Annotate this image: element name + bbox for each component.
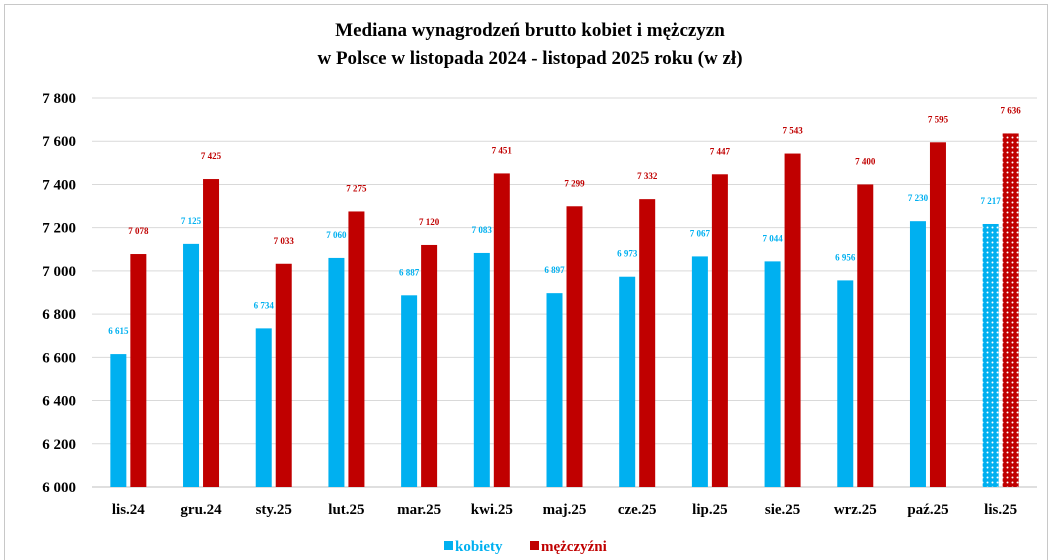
bar-kobiety-gru.24: [183, 243, 200, 487]
y-tick-label: 7 400: [42, 177, 76, 193]
bar-kobiety-sty.25: [255, 328, 272, 487]
data-label-kobiety: 6 615: [108, 326, 129, 336]
data-label-mezczyzni: 7 451: [492, 145, 513, 155]
x-category-label: wrz.25: [834, 502, 877, 518]
bar-mezczyzni-sie.25: [784, 153, 801, 487]
bar-kobiety-lis.25: [982, 223, 999, 487]
data-label-mezczyzni: 7 425: [201, 151, 222, 161]
data-label-mezczyzni: 7 078: [128, 226, 149, 236]
bar-kobiety-lip.25: [691, 256, 708, 487]
chart-title-line-2: w Polsce w listopada 2024 - listopad 202…: [317, 48, 742, 69]
data-label-mezczyzni: 7 299: [564, 178, 585, 188]
x-category-label: lut.25: [328, 502, 364, 518]
x-category-label: lis.25: [984, 502, 1017, 518]
data-label-kobiety: 7 230: [908, 193, 929, 203]
data-label-mezczyzni: 7 595: [928, 114, 949, 124]
data-label-mezczyzni: 7 636: [1001, 105, 1022, 115]
data-label-mezczyzni: 7 120: [419, 217, 440, 227]
x-category-label: kwi.25: [471, 502, 513, 518]
bar-mezczyzni-lis.25: [1002, 133, 1019, 488]
bar-kobiety-mar.25: [401, 295, 418, 487]
bar-kobiety-wrz.25: [837, 280, 854, 487]
data-label-kobiety: 7 060: [326, 230, 347, 240]
bar-mezczyzni-lut.25: [348, 211, 365, 488]
bar-mezczyzni-paź.25: [929, 142, 946, 487]
x-category-label: cze.25: [618, 502, 657, 518]
data-label-kobiety: 7 067: [690, 228, 711, 238]
bar-mezczyzni-mar.25: [421, 244, 438, 487]
data-label-mezczyzni: 7 400: [855, 156, 876, 166]
data-label-kobiety: 6 734: [254, 300, 275, 310]
x-category-label: sie.25: [765, 502, 800, 518]
x-axis-category-labels: lis.24 gru.24 sty.25 lut.25 mar.25 kwi.25 maj.…: [112, 502, 1017, 518]
bar-mezczyzni-lis.24: [130, 254, 147, 487]
x-category-label: mar.25: [397, 502, 441, 518]
y-tick-label: 7 600: [42, 134, 76, 150]
data-label-kobiety: 7 125: [181, 216, 202, 226]
legend-swatch-kobiety: [444, 541, 453, 550]
bar-mezczyzni-kwi.25: [493, 173, 510, 487]
data-label-mezczyzni: 7 332: [637, 171, 658, 181]
bar-mezczyzni-cze.25: [639, 199, 656, 487]
y-tick-label: 6 200: [42, 437, 76, 453]
y-tick-label: 6 600: [42, 350, 76, 366]
y-tick-label: 6 400: [42, 394, 76, 410]
data-label-kobiety: 7 083: [472, 225, 493, 235]
bar-kobiety-lut.25: [328, 257, 345, 487]
y-tick-label: 7 800: [42, 91, 76, 107]
bars: [110, 133, 1019, 488]
x-category-label: lis.24: [112, 502, 145, 518]
data-label-mezczyzni: 7 275: [346, 183, 367, 193]
bar-kobiety-paź.25: [909, 221, 926, 487]
bar-mezczyzni-maj.25: [566, 206, 583, 487]
bar-mezczyzni-wrz.25: [857, 184, 874, 487]
legend-swatch-mezczyzni: [530, 541, 539, 550]
data-labels: 6 615 7 078 7 125 7 425 6 734 7 033 7 060 7 275…: [108, 105, 1021, 336]
chart-title-line-1: Mediana wynagrodzeń brutto kobiet i mężc…: [335, 20, 725, 41]
y-tick-label: 7 200: [42, 221, 76, 237]
data-label-kobiety: 6 887: [399, 267, 420, 277]
data-label-mezczyzni: 7 543: [782, 126, 803, 136]
data-label-kobiety: 7 217: [981, 196, 1002, 206]
x-category-label: paź.25: [907, 502, 948, 518]
bar-kobiety-lis.24: [110, 354, 127, 487]
data-label-kobiety: 7 044: [762, 233, 783, 243]
bar-mezczyzni-lip.25: [711, 174, 728, 487]
x-category-label: sty.25: [256, 502, 292, 518]
bar-mezczyzni-sty.25: [275, 263, 292, 487]
data-label-kobiety: 6 956: [835, 252, 856, 262]
legend-label-mezczyzni: mężczyźni: [541, 539, 607, 555]
data-label-kobiety: 6 897: [544, 265, 565, 275]
legend-label-kobiety: kobiety: [455, 539, 503, 555]
gridlines: [92, 97, 1037, 488]
bar-kobiety-sie.25: [764, 261, 781, 487]
legend: kobiety mężczyźni: [444, 539, 607, 555]
data-label-kobiety: 6 973: [617, 249, 638, 259]
y-axis-tick-labels: 6 000 6 200 6 400 6 600 6 800 7 000 7 200 7 400…: [42, 91, 76, 496]
x-category-label: lip.25: [692, 502, 727, 518]
x-category-label: maj.25: [543, 502, 587, 518]
y-tick-label: 6 800: [42, 307, 76, 323]
y-tick-label: 7 000: [42, 264, 76, 280]
data-label-mezczyzni: 7 033: [274, 236, 295, 246]
x-category-label: gru.24: [180, 502, 222, 518]
bar-kobiety-maj.25: [546, 293, 563, 487]
y-tick-label: 6 000: [42, 480, 76, 496]
chart-frame: [4, 4, 1048, 560]
bar-kobiety-kwi.25: [473, 252, 490, 487]
chart-title: Mediana wynagrodzeń brutto kobiet i mężc…: [317, 20, 742, 69]
data-label-mezczyzni: 7 447: [710, 146, 731, 156]
bar-mezczyzni-gru.24: [203, 179, 220, 487]
bar-kobiety-cze.25: [619, 276, 636, 487]
